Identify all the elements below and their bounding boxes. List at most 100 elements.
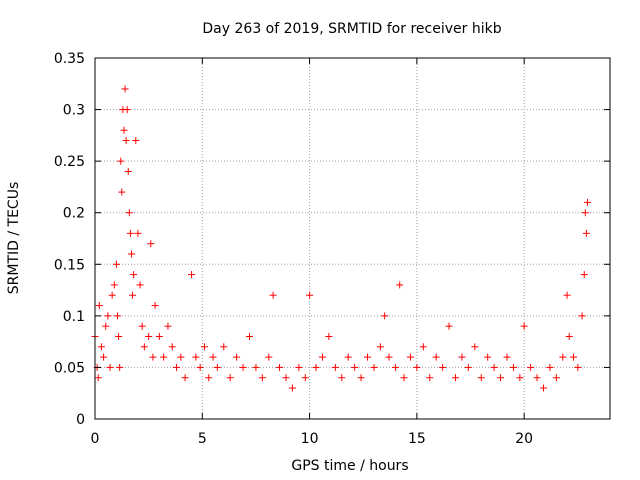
- data-point: [439, 363, 447, 371]
- data-point: [134, 229, 142, 237]
- data-point: [503, 353, 511, 361]
- data-point: [114, 312, 122, 320]
- data-point: [484, 353, 492, 361]
- data-point: [580, 271, 588, 279]
- data-point: [110, 281, 118, 289]
- data-point: [546, 363, 554, 371]
- data-point: [220, 343, 228, 351]
- data-point: [136, 281, 144, 289]
- grid-lines: [95, 58, 610, 419]
- data-point: [344, 353, 352, 361]
- data-point: [192, 353, 200, 361]
- data-point: [112, 260, 120, 268]
- y-tick-label: 0.15: [54, 257, 85, 273]
- x-tick-label: 20: [515, 431, 533, 447]
- data-point: [108, 291, 116, 299]
- x-tick-label: 0: [91, 431, 100, 447]
- data-point: [406, 353, 414, 361]
- data-point: [269, 291, 277, 299]
- data-point: [265, 353, 273, 361]
- data-point: [258, 374, 266, 382]
- x-tick-label: 10: [301, 431, 319, 447]
- y-tick-label: 0.05: [54, 360, 85, 376]
- data-point: [357, 374, 365, 382]
- data-point: [520, 322, 528, 330]
- data-point: [490, 363, 498, 371]
- data-point: [149, 353, 157, 361]
- data-point: [351, 363, 359, 371]
- data-point: [381, 312, 389, 320]
- data-point: [151, 302, 159, 310]
- data-point: [173, 363, 181, 371]
- y-tick-label: 0.35: [54, 51, 85, 67]
- data-point: [338, 374, 346, 382]
- y-tick-label: 0.1: [63, 309, 85, 325]
- y-axis-label: SRMTID / TECUs: [6, 182, 22, 295]
- data-point: [95, 302, 103, 310]
- data-point: [196, 363, 204, 371]
- data-point: [539, 384, 547, 392]
- data-point: [477, 374, 485, 382]
- data-point: [200, 343, 208, 351]
- data-point: [140, 343, 148, 351]
- data-point: [325, 332, 333, 340]
- data-point: [121, 85, 129, 93]
- data-point: [574, 363, 582, 371]
- data-point: [213, 363, 221, 371]
- data-point: [583, 198, 591, 206]
- data-point: [118, 188, 126, 196]
- data-point: [97, 343, 105, 351]
- data-point: [233, 353, 241, 361]
- data-point: [563, 291, 571, 299]
- y-tick-label: 0: [76, 412, 85, 428]
- data-point: [581, 209, 589, 217]
- data-point: [123, 106, 131, 114]
- data-point: [391, 363, 399, 371]
- chart-title: Day 263 of 2019, SRMTID for receiver hik…: [202, 21, 501, 37]
- data-point: [282, 374, 290, 382]
- data-point: [181, 374, 189, 382]
- data-point: [464, 363, 472, 371]
- data-point: [400, 374, 408, 382]
- data-point: [582, 229, 590, 237]
- data-point: [124, 167, 132, 175]
- data-point: [122, 137, 130, 145]
- data-point: [115, 332, 123, 340]
- data-point: [100, 353, 108, 361]
- data-point: [252, 363, 260, 371]
- data-point: [276, 363, 284, 371]
- data-point: [385, 353, 393, 361]
- data-point: [452, 374, 459, 382]
- data-point: [312, 363, 320, 371]
- data-point: [527, 363, 535, 371]
- data-point: [376, 343, 384, 351]
- data-point: [239, 363, 247, 371]
- data-point: [396, 281, 404, 289]
- data-point: [129, 291, 137, 299]
- data-point: [116, 363, 124, 371]
- data-point: [130, 271, 138, 279]
- y-tick-label: 0.2: [63, 206, 85, 222]
- data-point: [138, 322, 146, 330]
- x-tick-label: 15: [408, 431, 426, 447]
- data-point: [104, 312, 112, 320]
- data-point: [445, 322, 453, 330]
- data-point: [205, 374, 213, 382]
- data-point: [102, 322, 110, 330]
- data-point: [497, 374, 505, 382]
- data-point: [570, 353, 578, 361]
- data-point: [94, 374, 102, 382]
- data-point: [288, 384, 296, 392]
- axis-ticks: [94, 57, 610, 420]
- data-point: [318, 353, 326, 361]
- data-point: [471, 343, 479, 351]
- data-point: [160, 353, 168, 361]
- data-point: [295, 363, 303, 371]
- data-point: [209, 353, 217, 361]
- x-tick-label: 5: [198, 431, 207, 447]
- data-points: [91, 85, 591, 392]
- data-point: [126, 229, 134, 237]
- data-point: [516, 374, 524, 382]
- data-point: [458, 353, 466, 361]
- data-point: [432, 353, 440, 361]
